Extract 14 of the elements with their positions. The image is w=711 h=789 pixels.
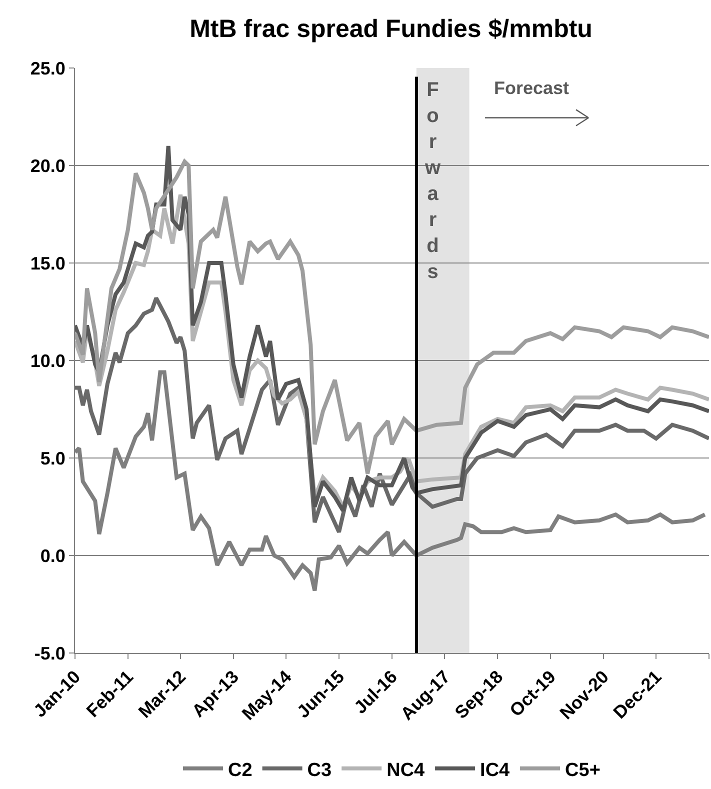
y-tick-label: 10.0 <box>30 350 66 371</box>
legend-label: C3 <box>307 760 332 781</box>
y-tick-label: 0.0 <box>40 546 66 566</box>
legend-label: NC4 <box>386 760 426 781</box>
y-tick-label: 15.0 <box>30 253 66 274</box>
legend-label: C2 <box>228 760 252 781</box>
legend-label: C5+ <box>565 760 600 781</box>
chart-title: MtB frac spread Fundies $/mmbtu <box>190 15 592 44</box>
y-tick-label: -5.0 <box>34 643 66 664</box>
y-tick-label: 5.0 <box>40 448 66 468</box>
y-tick-label: 20.0 <box>30 156 66 176</box>
y-tick-label: 25.0 <box>30 58 66 78</box>
annotation: Forecast <box>494 78 570 98</box>
legend-label: IC4 <box>480 760 510 781</box>
